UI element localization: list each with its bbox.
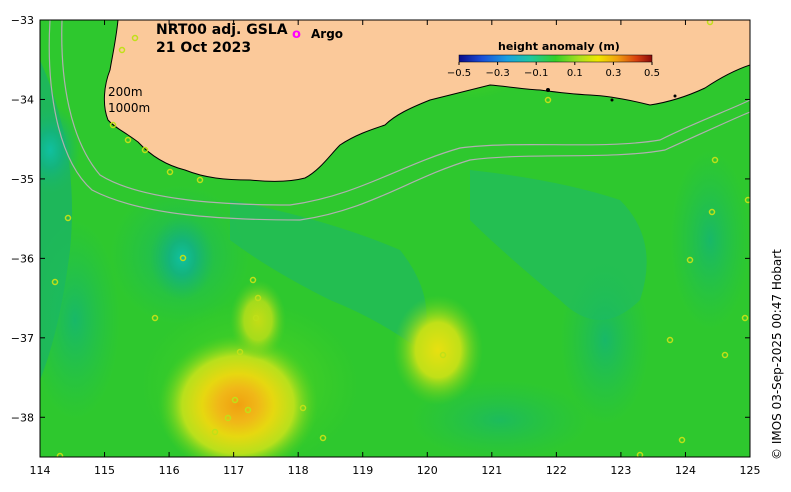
colorbar-ticks: −0.5 −0.3 −0.1 0.1 0.3 0.5 [447,62,660,79]
argo-marker [211,428,219,436]
coastal-cold-patch [40,105,80,195]
colorbar-tick-label: −0.5 [447,68,471,79]
lon-tick-label: 124 [675,464,696,477]
positive-anomaly-120E [393,295,483,405]
argo-marker [711,156,719,164]
argo-marker [236,348,244,356]
argo-marker [708,208,716,216]
argo-marker [666,336,674,344]
lon-tick-label: 125 [740,464,761,477]
argo-marker [636,451,644,457]
lon-tick-label: 121 [481,464,502,477]
argo-marker [319,434,327,442]
argo-marker [64,214,72,222]
lat-tick-label: −34 [11,93,34,106]
argo-marker [439,351,447,359]
argo-marker [544,96,552,104]
lon-tick-label: 122 [546,464,567,477]
argo-marker [741,314,749,322]
lat-tick-label: −35 [11,173,34,186]
argo-marker [109,121,117,129]
lon-tick-label: 118 [288,464,309,477]
plot-frame [39,19,751,458]
credit-text: © IMOS 03-Sep-2025 00:47 Hobart [770,249,784,460]
colorbar-tick-label: −0.3 [485,68,509,79]
argo-marker [244,406,252,414]
island [610,98,614,102]
argo-marker [299,404,307,412]
sla-field [40,20,750,457]
lat-tick-label: −38 [11,411,34,424]
east-low-zone [560,255,650,425]
colorbar [458,54,653,63]
argo-marker [678,436,686,444]
argo-marker [51,278,59,286]
lon-tick-label: 119 [352,464,373,477]
argo-label: Argo [311,27,343,41]
argo-marker [179,254,187,262]
title-line2: 21 Oct 2023 [156,40,251,56]
lat-tick-label: −33 [11,14,34,27]
argo-marker [196,176,204,184]
argo-marker [124,136,132,144]
argo-marker [249,276,257,284]
argo-markers [51,20,750,457]
colorbar-tick-label: 0.1 [567,68,583,79]
argo-marker [56,452,64,457]
warm-eddy [158,335,318,457]
lat-tick-label: −37 [11,332,34,345]
axis-ticks: 114 115 116 117 118 119 120 121 122 123 124 125 −33 −… [11,14,761,477]
argo-symbol: o [292,27,301,42]
argo-marker [224,414,232,422]
argo-marker [151,314,159,322]
contour-1000m [48,20,750,221]
title-line1: NRT00 adj. GSLA [156,22,288,38]
colorbar-title: height anomaly (m) [498,40,620,53]
colorbar-tick-label: 0.3 [605,68,621,79]
lon-tick-label: 120 [417,464,438,477]
central-low-band [230,200,427,350]
cold-eddy [150,216,214,300]
argo-marker [231,396,239,404]
argo-marker [118,46,126,54]
contour-200m [61,20,750,206]
depth-label-1000m: 1000m [108,101,150,115]
lon-tick-label: 115 [94,464,115,477]
depth-label-200m: 200m [108,85,143,99]
argo-marker [131,34,139,42]
colorbar-tick-label: 0.5 [644,68,660,79]
west-low-zone [40,220,120,420]
argo-marker [686,256,694,264]
argo-marker [721,351,729,359]
argo-marker [744,196,750,204]
argo-marker [141,146,149,154]
lon-tick-label: 117 [223,464,244,477]
lon-tick-label: 123 [610,464,631,477]
far-east-low-zone [670,150,750,330]
argo-marker [252,314,260,322]
colorbar-tick-label: −0.1 [524,68,548,79]
lon-tick-label: 116 [159,464,180,477]
argo-marker [254,294,262,302]
lat-tick-label: −36 [11,252,34,265]
island [673,94,677,98]
island [546,88,550,92]
argo-marker [706,20,714,26]
argo-marker [166,168,174,176]
lon-tick-label: 114 [30,464,51,477]
